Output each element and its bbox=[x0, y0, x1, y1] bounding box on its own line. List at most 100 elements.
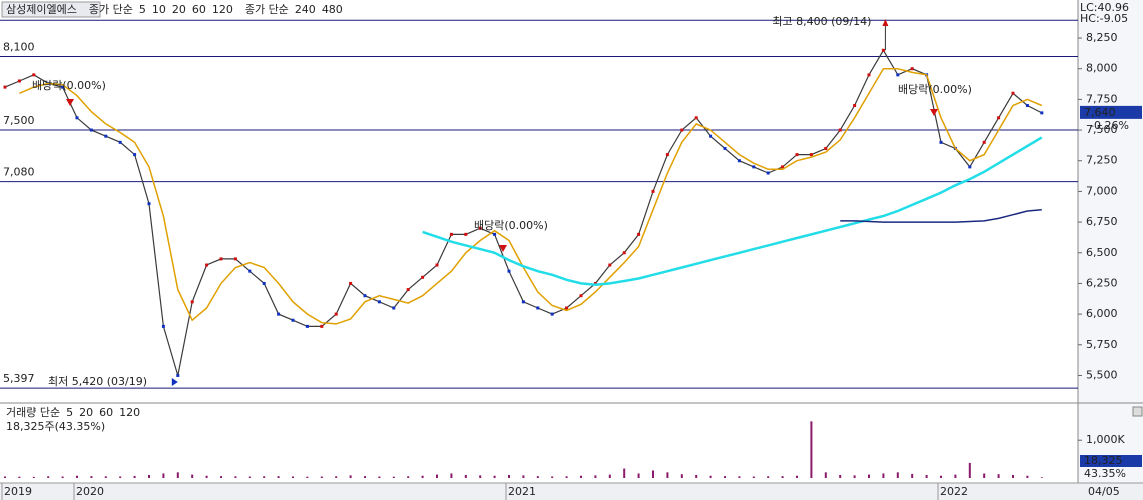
volume-bar bbox=[421, 475, 424, 478]
price-point bbox=[233, 257, 237, 261]
price-point bbox=[896, 73, 900, 77]
volume-legend-item: 5 bbox=[66, 406, 73, 419]
y-tick-label: 5,750 bbox=[1086, 338, 1118, 351]
price-point bbox=[493, 232, 497, 236]
volume-bar bbox=[608, 474, 611, 478]
volume-bar bbox=[810, 421, 813, 478]
level-label: 5,397 bbox=[3, 372, 35, 385]
volume-bar bbox=[220, 476, 222, 478]
price-point bbox=[752, 165, 756, 169]
volume-bar bbox=[47, 476, 50, 478]
price-point bbox=[291, 318, 295, 322]
price-point bbox=[1011, 91, 1015, 95]
price-point bbox=[608, 263, 612, 267]
price-point bbox=[349, 281, 353, 285]
price-point bbox=[1025, 104, 1029, 108]
volume-bar bbox=[1040, 477, 1043, 478]
price-point bbox=[838, 128, 842, 132]
volume-bar bbox=[407, 476, 410, 478]
panel-button[interactable] bbox=[1132, 406, 1143, 417]
volume-bar bbox=[464, 474, 467, 478]
price-point bbox=[997, 116, 1001, 120]
price-point bbox=[853, 104, 857, 108]
price-point bbox=[205, 263, 209, 267]
price-point bbox=[219, 257, 223, 261]
price-point bbox=[809, 153, 813, 157]
volume-bar bbox=[623, 468, 626, 478]
price-point bbox=[449, 232, 453, 236]
volume-current: 18,325 bbox=[1084, 454, 1123, 467]
volume-bar bbox=[205, 475, 208, 478]
price-point bbox=[334, 312, 338, 316]
volume-bar bbox=[911, 473, 914, 478]
dividend-label: 배당락(0.00%) bbox=[474, 219, 548, 232]
price-point bbox=[190, 300, 194, 304]
volume-bar bbox=[378, 476, 381, 478]
volume-bar bbox=[508, 474, 510, 478]
volume-bar bbox=[652, 470, 654, 478]
y-tick-label: 5,500 bbox=[1086, 368, 1118, 381]
price-point bbox=[1040, 111, 1044, 115]
volume-bar bbox=[61, 476, 64, 478]
volume-bar bbox=[940, 475, 942, 478]
price-point bbox=[939, 140, 943, 144]
current-price: 7,640 bbox=[1084, 106, 1116, 119]
price-point bbox=[737, 159, 741, 163]
x-tick-label: 2020 bbox=[76, 485, 104, 498]
price-point bbox=[982, 140, 986, 144]
volume-bar bbox=[479, 475, 482, 478]
volume-bar bbox=[76, 475, 78, 478]
volume-bar bbox=[824, 472, 827, 478]
price-point bbox=[536, 306, 540, 310]
volume-bar bbox=[522, 475, 525, 478]
price-point bbox=[61, 85, 65, 89]
volume-bar bbox=[637, 473, 640, 478]
volume-legend-prefix: 거래량 단순 bbox=[6, 406, 60, 419]
volume-bar bbox=[925, 474, 928, 478]
price-point bbox=[781, 165, 785, 169]
volume-bar bbox=[580, 475, 582, 478]
price-point bbox=[3, 85, 7, 89]
volume-bar bbox=[983, 473, 986, 478]
volume-legend-item: 120 bbox=[119, 406, 140, 419]
volume-bar bbox=[968, 462, 971, 478]
high-label: 최고 8,400 (09/14) bbox=[772, 15, 871, 28]
volume-bar bbox=[536, 476, 539, 478]
price-point bbox=[320, 324, 324, 328]
volume-bar bbox=[119, 476, 122, 478]
chart-title: 삼성제이엘에스 bbox=[6, 3, 77, 16]
legend-item: 10 bbox=[152, 3, 166, 16]
moving-average bbox=[422, 136, 1043, 286]
y-tick-label: 7,500 bbox=[1086, 123, 1118, 136]
price-point bbox=[392, 306, 396, 310]
price-point bbox=[32, 73, 36, 77]
volume-bar bbox=[1012, 474, 1014, 478]
volume-bar bbox=[18, 476, 21, 478]
price-point bbox=[867, 73, 871, 77]
volume-legend-item: 20 bbox=[79, 406, 93, 419]
price-point bbox=[464, 232, 468, 236]
volume-bar bbox=[191, 474, 194, 478]
legend-prefix: 종가 단순 bbox=[245, 3, 289, 16]
volume-bar bbox=[364, 476, 366, 478]
legend-item: 480 bbox=[322, 3, 343, 16]
price-point bbox=[651, 189, 655, 193]
volume-bar bbox=[796, 475, 798, 478]
volume-bar bbox=[839, 474, 842, 478]
dividend-label: 배당락(0.00%) bbox=[898, 83, 972, 96]
high-arrowhead bbox=[882, 19, 889, 26]
legend-item: 20 bbox=[172, 3, 186, 16]
price-point bbox=[968, 165, 972, 169]
y-tick-label: 6,500 bbox=[1086, 246, 1118, 259]
volume-bar bbox=[4, 476, 6, 478]
y-tick-label: 7,250 bbox=[1086, 154, 1118, 167]
price-point bbox=[133, 153, 137, 157]
moving-average bbox=[19, 67, 1043, 325]
volume-bar bbox=[954, 474, 957, 478]
volume-ratio: 43.35% bbox=[1084, 467, 1126, 480]
price-point bbox=[694, 116, 698, 120]
volume-info: 18,325주(43.35%) bbox=[6, 420, 105, 433]
price-point bbox=[550, 312, 554, 316]
price-point bbox=[766, 171, 770, 175]
